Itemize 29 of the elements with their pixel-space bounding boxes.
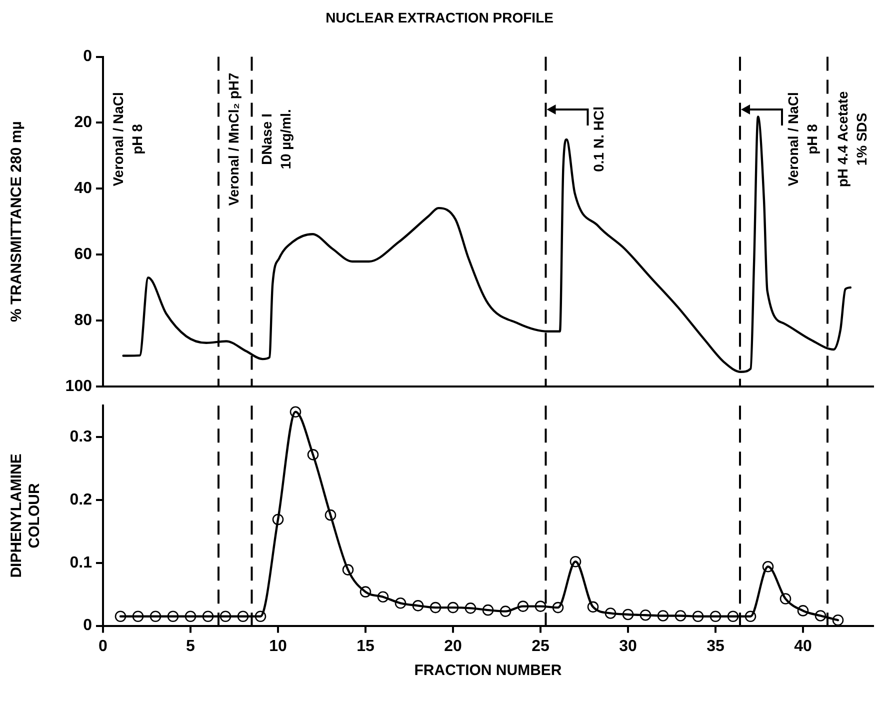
annotation: 0.1 N. HCl (590, 106, 607, 172)
y-tick-label: 0.2 (70, 491, 92, 508)
x-tick-label: 5 (186, 638, 196, 655)
chart-title: NUCLEAR EXTRACTION PROFILE (326, 9, 554, 26)
x-tick-label: 20 (444, 638, 462, 655)
y-axis-title: DIPHENYLAMINE COLOUR (8, 454, 44, 578)
x-tick-label: 0 (98, 638, 108, 655)
y-tick-label: 20 (74, 114, 92, 132)
y-axis-title: % TRANSMITTANCE 280 mµ (8, 121, 26, 322)
y-tick-label: 0 (83, 617, 92, 634)
annotation: DNase I 10 µg/ml. (258, 109, 294, 170)
x-tick-label: 25 (532, 638, 550, 655)
annotation: Veronal / MnCl₂ pH7 (225, 72, 242, 206)
y-tick-label: 80 (74, 312, 92, 329)
annotation: Veronal / NaCl pH 8 (110, 92, 145, 186)
annotation: Veronal / NaCl pH 8 (784, 92, 820, 186)
annotation: pH 4.4 Acetate 1% SDS (834, 91, 870, 188)
x-tick-label: 15 (356, 638, 374, 655)
y-tick-label: 0.3 (70, 428, 92, 446)
y-tick-label: 0.1 (70, 554, 92, 572)
y-tick-label: 60 (74, 246, 92, 263)
x-axis-title: FRACTION NUMBER (414, 662, 562, 680)
y-tick-label: 40 (74, 180, 92, 198)
y-tick-label: 100 (65, 378, 92, 395)
x-tick-label: 35 (706, 638, 724, 655)
x-tick-label: 10 (269, 638, 287, 655)
x-tick-label: 30 (619, 638, 637, 655)
y-tick-label: 0 (83, 48, 92, 66)
x-tick-label: 40 (794, 638, 812, 655)
